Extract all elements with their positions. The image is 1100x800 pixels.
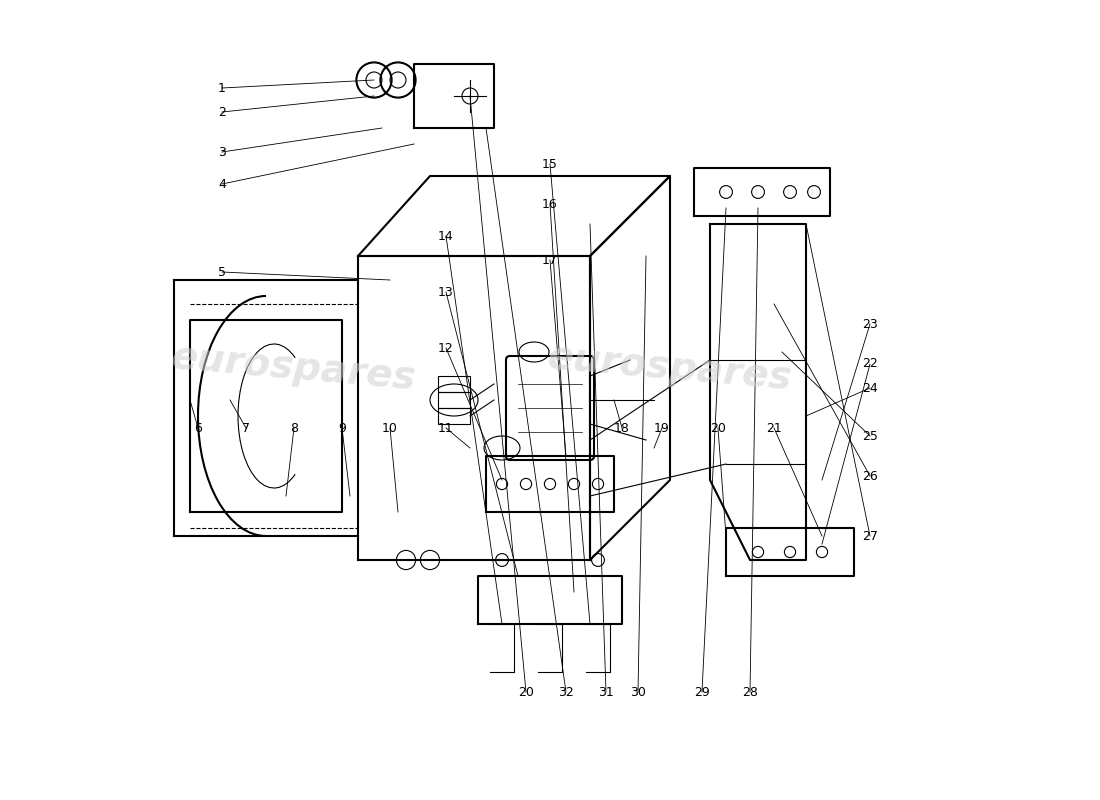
Text: 10: 10	[382, 422, 398, 434]
Bar	[438, 408, 470, 424]
Text: 2: 2	[218, 106, 226, 118]
Text: 4: 4	[218, 178, 226, 190]
Bar	[438, 392, 470, 408]
Text: 16: 16	[542, 198, 558, 210]
Text: 18: 18	[614, 422, 630, 434]
Text: 9: 9	[338, 422, 345, 434]
Text: 26: 26	[862, 470, 878, 482]
Bar	[438, 376, 470, 392]
Text: 32: 32	[558, 686, 574, 698]
Text: 20: 20	[518, 686, 534, 698]
Text: eurospares: eurospares	[546, 338, 794, 398]
Text: 6: 6	[194, 422, 202, 434]
Text: 11: 11	[438, 422, 454, 434]
Text: 14: 14	[438, 230, 454, 242]
Text: 23: 23	[862, 318, 878, 330]
Text: 30: 30	[630, 686, 646, 698]
Text: 28: 28	[742, 686, 758, 698]
Text: 29: 29	[694, 686, 710, 698]
Text: 3: 3	[218, 146, 226, 158]
Text: 15: 15	[542, 158, 558, 170]
Text: 7: 7	[242, 422, 250, 434]
Text: 24: 24	[862, 382, 878, 394]
Text: 12: 12	[438, 342, 454, 354]
FancyBboxPatch shape	[506, 356, 594, 460]
Text: 13: 13	[438, 286, 454, 298]
Text: 5: 5	[218, 266, 226, 278]
Text: 31: 31	[598, 686, 614, 698]
Text: 17: 17	[542, 254, 558, 266]
Text: eurospares: eurospares	[169, 338, 418, 398]
Text: 19: 19	[654, 422, 670, 434]
Text: 22: 22	[862, 358, 878, 370]
Text: 8: 8	[290, 422, 298, 434]
Text: 25: 25	[862, 430, 878, 442]
Text: 27: 27	[862, 530, 878, 542]
Text: 1: 1	[218, 82, 226, 94]
Text: 20: 20	[711, 422, 726, 434]
Text: 21: 21	[766, 422, 782, 434]
